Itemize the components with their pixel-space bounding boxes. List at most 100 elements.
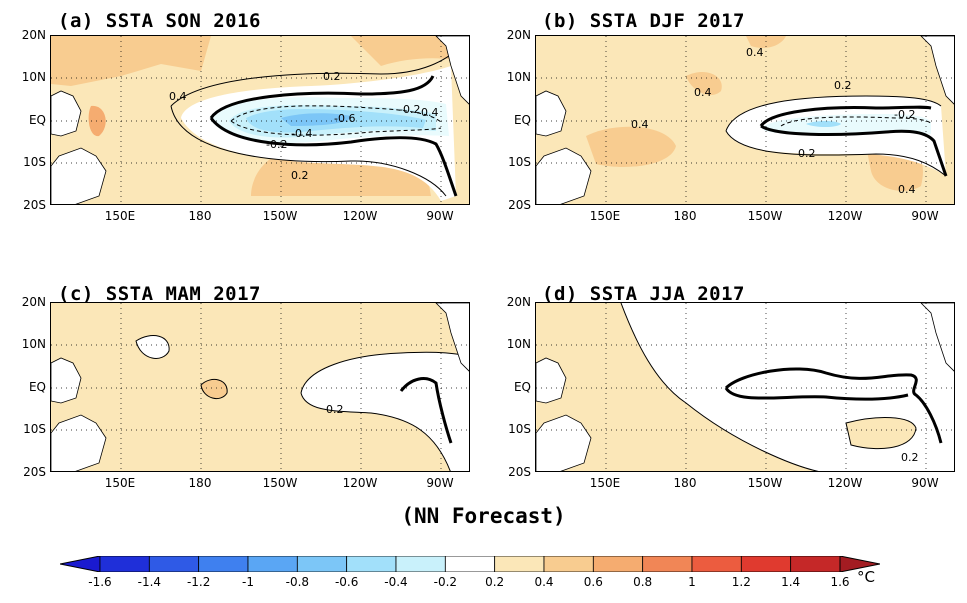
contour-label: 0.4: [631, 118, 649, 131]
colorbar-tick-label: -0.8: [285, 575, 310, 589]
colorbar-segment: [543, 556, 594, 572]
lat-tick-label: 10S: [23, 422, 46, 436]
contour-label: 0.2: [834, 79, 852, 92]
colorbar-segment: [691, 556, 742, 572]
lon-tick-label: 150E: [589, 476, 621, 490]
lon-tick-label: 150W: [262, 209, 298, 223]
lat-tick-label: 20N: [506, 28, 531, 42]
lat-tick-label: 20S: [23, 465, 46, 479]
lon-tick-label: 180: [673, 209, 697, 223]
lat-tick-label: EQ: [513, 380, 531, 394]
forecast-caption: (NN Forecast): [401, 504, 566, 528]
contour-label: 0.2: [901, 451, 919, 464]
lat-tick-label: 10N: [506, 70, 531, 84]
panel-b-title: (b) SSTA DJF 2017: [542, 10, 745, 32]
lat-tick-label: 20N: [21, 295, 46, 309]
lat-tick-label: 20N: [506, 295, 531, 309]
contour-label: -0.4: [291, 127, 312, 140]
lon-tick-label: 90W: [911, 209, 939, 223]
colorbar-segment: [642, 556, 693, 572]
colorbar-tick-label: 0.4: [534, 575, 554, 589]
lon-tick-label: 90W: [911, 476, 939, 490]
lat-tick-label: 20S: [508, 198, 531, 212]
colorbar: [60, 556, 880, 572]
colorbar-segment: [592, 556, 644, 572]
colorbar-segment: [740, 556, 792, 572]
panel-c-map: 0.2: [50, 302, 470, 472]
contour-label: 0.4: [694, 86, 712, 99]
colorbar-segment: [296, 556, 348, 572]
lon-tick-label: 150E: [104, 476, 136, 490]
lat-tick-label: EQ: [513, 113, 531, 127]
colorbar-unit: °C: [857, 568, 875, 586]
contour-label: 0.2: [326, 403, 344, 416]
colorbar-tick-label: -1.4: [137, 575, 162, 589]
colorbar-tick-label: -1.2: [186, 575, 211, 589]
panel-a-title: (a) SSTA SON 2016: [58, 10, 261, 32]
lon-tick-label: 90W: [426, 476, 454, 490]
panel-d-map: 0.2: [535, 302, 955, 472]
contour-label: -0.2: [399, 103, 420, 116]
contour-label: 0.2: [323, 70, 341, 83]
colorbar-tick-label: -0.6: [334, 575, 359, 589]
lat-tick-label: 20S: [508, 465, 531, 479]
lon-tick-label: 180: [188, 209, 212, 223]
colorbar-over-arrow: [839, 556, 880, 572]
colorbar-tick-label: 1: [688, 575, 696, 589]
colorbar-segment: [99, 556, 150, 572]
lon-tick-label: 120W: [827, 476, 863, 490]
lat-tick-label: 10S: [508, 422, 531, 436]
lon-tick-label: 120W: [827, 209, 863, 223]
lat-tick-label: EQ: [28, 380, 46, 394]
lat-tick-label: 10N: [21, 337, 46, 351]
lon-tick-label: 180: [673, 476, 697, 490]
colorbar-tick-label: -1: [242, 575, 254, 589]
panel-d-title: (d) SSTA JJA 2017: [542, 283, 745, 305]
colorbar-segment: [198, 556, 249, 572]
panel-a-map: 0.2 0.4 -0.2 -0.6 -0.4 -0.2 0.4 0.2: [50, 35, 470, 205]
lat-tick-label: 10S: [508, 155, 531, 169]
lon-tick-label: 120W: [342, 476, 378, 490]
colorbar-tick-label: 1.4: [781, 575, 801, 589]
lon-tick-label: 150W: [262, 476, 298, 490]
colorbar-segment: [148, 556, 200, 572]
lat-tick-label: 20S: [23, 198, 46, 212]
colorbar-segment: [395, 556, 446, 572]
colorbar-segment: [494, 556, 545, 572]
colorbar-tick-label: -0.4: [384, 575, 408, 589]
lon-tick-label: 90W: [426, 209, 454, 223]
lon-tick-label: 150W: [747, 209, 783, 223]
contour-label: 0.4: [746, 46, 764, 59]
lat-tick-label: EQ: [28, 113, 46, 127]
lon-tick-label: 150E: [104, 209, 136, 223]
colorbar-tick-label: 0.2: [485, 575, 505, 589]
contour-label: 0.2: [291, 169, 309, 182]
contour-label: -0.6: [334, 112, 355, 125]
contour-label: -0.2: [894, 108, 915, 121]
colorbar-tick-label: -0.2: [433, 575, 458, 589]
lat-tick-label: 10N: [21, 70, 46, 84]
lon-tick-label: 150E: [589, 209, 621, 223]
contour-label: -0.2: [266, 138, 287, 151]
panel-c-title: (c) SSTA MAM 2017: [58, 283, 261, 305]
colorbar-segment: [444, 556, 496, 572]
contour-label: 0.4: [421, 106, 439, 119]
colorbar-under-arrow: [60, 556, 101, 572]
panel-b-map: 0.4 0.4 0.2 0.4 -0.2 0.2 0.4: [535, 35, 955, 205]
lat-tick-label: 20N: [21, 28, 46, 42]
lon-tick-label: 120W: [342, 209, 378, 223]
colorbar-tick-label: 0.6: [583, 575, 603, 589]
colorbar-segment: [790, 556, 841, 572]
contour-label: 0.4: [898, 183, 916, 196]
colorbar-segment: [346, 556, 397, 572]
colorbar-tick-label: -1.6: [88, 575, 112, 589]
lon-tick-label: 180: [188, 476, 212, 490]
lon-tick-label: 150W: [747, 476, 783, 490]
lat-tick-label: 10N: [506, 337, 531, 351]
contour-label: 0.4: [169, 90, 187, 103]
lat-tick-label: 10S: [23, 155, 46, 169]
colorbar-segment: [247, 556, 298, 572]
colorbar-tick-label: 0.8: [633, 575, 653, 589]
contour-label: 0.2: [798, 147, 816, 160]
colorbar-tick-label: 1.6: [830, 575, 850, 589]
